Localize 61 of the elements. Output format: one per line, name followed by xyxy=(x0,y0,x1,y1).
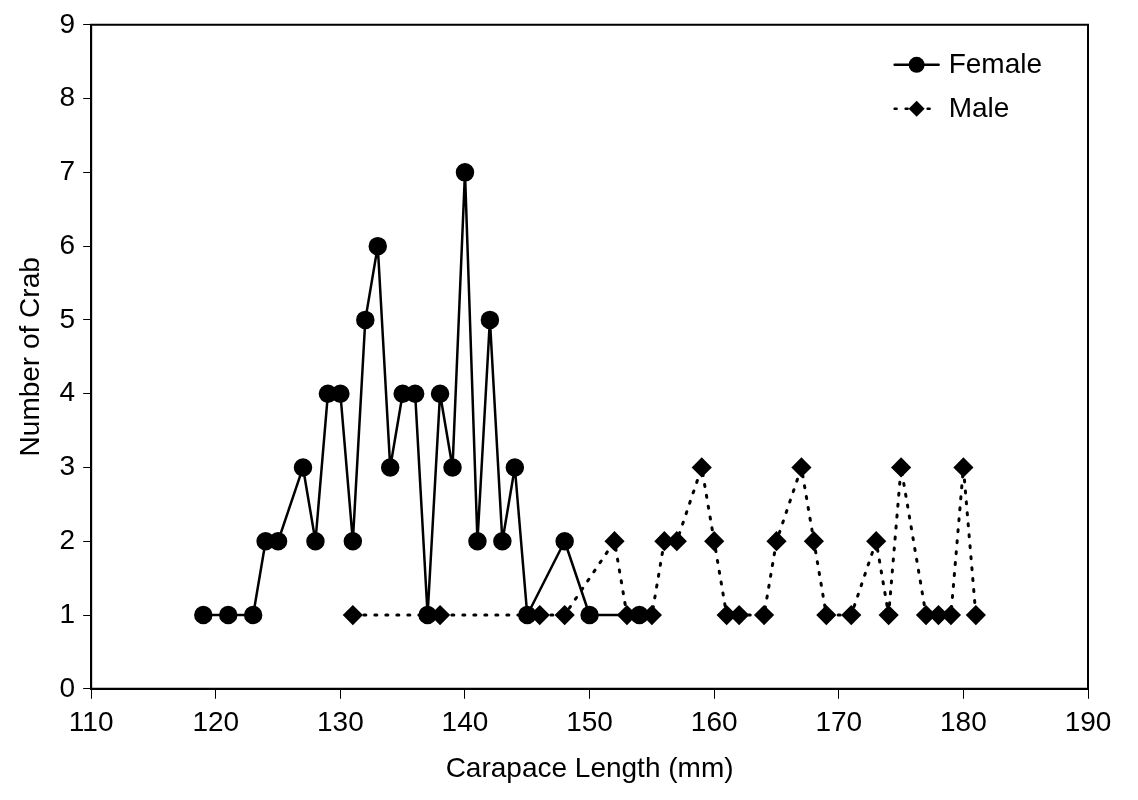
point xyxy=(791,457,811,477)
x-tick-label: 170 xyxy=(815,706,863,738)
x-tick-label: 120 xyxy=(192,706,240,738)
point xyxy=(841,605,861,625)
y-tick-label: 4 xyxy=(59,376,76,408)
point xyxy=(555,531,574,551)
point xyxy=(293,458,313,477)
point xyxy=(692,457,712,477)
point xyxy=(368,236,388,256)
point xyxy=(194,605,213,625)
point xyxy=(505,458,525,477)
y-tick-label: 2 xyxy=(59,523,76,555)
point xyxy=(555,605,575,625)
x-tick-label: 140 xyxy=(441,706,489,738)
point xyxy=(493,531,512,551)
point xyxy=(580,605,599,625)
point xyxy=(380,458,400,477)
point xyxy=(343,605,363,625)
point xyxy=(766,531,786,551)
y-tick-label: 3 xyxy=(59,450,76,482)
point xyxy=(268,531,288,551)
point xyxy=(966,605,986,625)
x-tick-label: 180 xyxy=(940,706,987,738)
y-axis-title: Number of Crab xyxy=(13,257,45,457)
point xyxy=(306,531,325,551)
point xyxy=(953,457,973,477)
point xyxy=(443,458,462,477)
legend-label: Male xyxy=(948,91,1010,123)
x-tick-label: 160 xyxy=(690,706,738,738)
point xyxy=(879,605,899,625)
x-tick-label: 130 xyxy=(317,706,364,738)
x-axis-title: Carapace Length (mm) xyxy=(445,751,734,783)
y-tick-label: 8 xyxy=(59,81,76,113)
point xyxy=(468,531,487,551)
x-tick-label: 150 xyxy=(566,706,613,738)
y-tick-label: 1 xyxy=(59,597,76,629)
y-tick-label: 0 xyxy=(59,671,76,703)
point xyxy=(704,531,724,551)
point xyxy=(605,531,625,551)
x-tick-label: 110 xyxy=(68,706,114,738)
y-tick-label: 6 xyxy=(59,228,76,260)
legend-label: Female xyxy=(948,47,1043,79)
y-tick-label: 7 xyxy=(59,155,76,187)
point xyxy=(667,531,687,551)
point xyxy=(405,384,425,403)
y-tick-label: 5 xyxy=(59,302,76,334)
point xyxy=(816,605,836,625)
point xyxy=(754,605,774,625)
y-tick-label: 9 xyxy=(59,7,76,39)
point xyxy=(480,310,500,330)
point xyxy=(455,163,475,182)
x-tick-label: 190 xyxy=(1064,706,1112,738)
point xyxy=(804,531,824,551)
point xyxy=(891,457,911,477)
point xyxy=(866,531,886,551)
point xyxy=(430,384,450,403)
point xyxy=(343,531,363,551)
point xyxy=(218,605,238,625)
point xyxy=(356,310,375,330)
point xyxy=(941,605,961,625)
point xyxy=(243,605,263,625)
